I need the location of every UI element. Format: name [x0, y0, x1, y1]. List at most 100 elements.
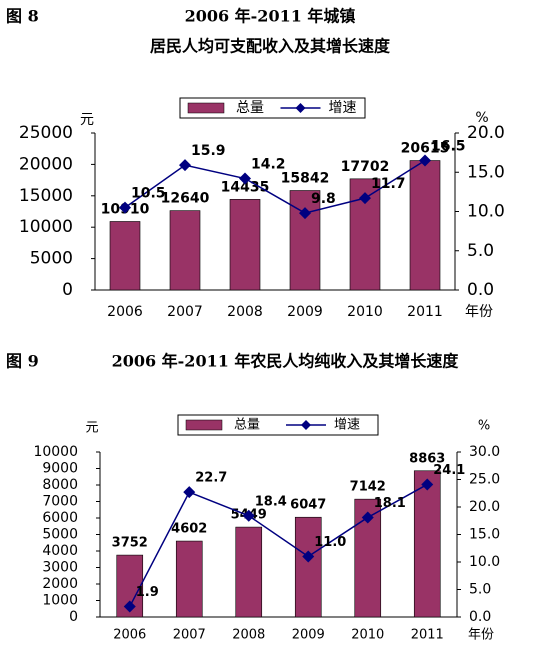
y2-unit: %: [475, 110, 488, 126]
line-value-label: 10.5: [131, 186, 166, 202]
x-tick-label: 2010: [347, 304, 383, 320]
y2-tick-label: 15.0: [467, 162, 505, 182]
y-tick-label: 7000: [42, 494, 78, 510]
line-marker: [302, 550, 315, 563]
line: [124, 159, 426, 214]
y2-tick-label: 25.0: [469, 472, 500, 488]
x-tick-label: 2006: [107, 304, 143, 320]
y2-tick-label: 5.0: [467, 241, 494, 261]
bar-value-label: 7142: [350, 480, 386, 495]
x-axis-label: 年份: [465, 304, 493, 320]
chart-title: 居民人均可支配收入及其增长速度: [150, 37, 391, 56]
y-tick-label: 4000: [42, 543, 78, 559]
line: [129, 483, 428, 607]
line-value-label: 11.7: [371, 176, 406, 192]
legend-marker: [295, 103, 306, 113]
line-marker: [242, 509, 255, 522]
y2-tick-label: 0.0: [469, 609, 491, 625]
y-tick-label: 1000: [42, 593, 78, 609]
y2-tick-label: 0.0: [467, 280, 494, 300]
x-tick-label: 2007: [173, 628, 206, 643]
line-marker: [299, 207, 311, 220]
line-value-label: 11.0: [314, 535, 346, 550]
bar-value-label: 8863: [409, 451, 445, 466]
bar-value-label: 14435: [221, 179, 270, 195]
y-tick-label: 5000: [30, 249, 73, 269]
y-unit: 元: [80, 112, 94, 128]
y2-tick-label: 10.0: [467, 202, 505, 222]
bar: [235, 526, 263, 618]
y-tick-label: 10000: [19, 217, 73, 237]
line-marker: [361, 511, 374, 524]
y2-tick-label: 30.0: [469, 444, 500, 460]
chart-title: 2006 年-2011 年农民人均纯收入及其增长速度: [112, 352, 460, 371]
y-tick-label: 0: [69, 609, 78, 625]
line-marker: [359, 192, 371, 205]
line-marker: [239, 172, 251, 185]
y-tick-label: 5000: [42, 527, 78, 543]
y-tick-label: 15000: [19, 186, 73, 206]
y2-tick-label: 15.0: [469, 527, 500, 543]
x-tick-label: 2011: [407, 304, 443, 320]
x-axis-label: 年份: [468, 628, 494, 643]
y-tick-label: 6000: [42, 510, 78, 526]
y2-tick-label: 20.0: [469, 499, 500, 515]
line-value-label: 24.1: [433, 463, 465, 478]
legend-label: 总量: [236, 100, 264, 116]
legend-swatch: [187, 102, 225, 114]
x-tick-label: 2009: [292, 628, 325, 643]
bar: [294, 516, 322, 618]
line-value-label: 9.8: [311, 191, 336, 207]
legend-marker: [301, 420, 311, 430]
legend-box: [177, 414, 379, 436]
y-tick-label: 10000: [33, 444, 78, 460]
bar: [413, 470, 441, 618]
figure-label: 图 9: [6, 352, 39, 371]
bar: [169, 210, 201, 291]
line-marker: [183, 486, 196, 499]
legend-label: 增速: [334, 418, 360, 433]
bar-value-label: 15842: [281, 171, 330, 187]
line-marker: [119, 201, 131, 214]
y-tick-label: 0: [62, 280, 73, 300]
line-marker: [419, 154, 431, 167]
y-tick-label: 25000: [19, 123, 73, 143]
bar: [175, 540, 203, 618]
x-tick-label: 2008: [227, 304, 263, 320]
line-value-label: 16.5: [431, 138, 466, 154]
legend-swatch: [185, 419, 223, 431]
y-unit: 元: [85, 421, 98, 436]
line-marker: [179, 159, 191, 172]
legend-box: [179, 97, 366, 119]
y-tick-label: 9000: [42, 461, 78, 477]
bar-value-label: 12640: [161, 191, 210, 207]
figure-label: 图 8: [6, 7, 39, 26]
x-tick-label: 2009: [287, 304, 323, 320]
line-marker: [123, 600, 136, 613]
line-marker: [421, 478, 434, 491]
chart-title: 2006 年-2011 年城镇: [185, 7, 356, 26]
bar: [409, 160, 441, 291]
x-tick-label: 2006: [113, 628, 146, 643]
x-tick-label: 2010: [351, 628, 384, 643]
bar-value-label: 20615: [401, 141, 450, 157]
y2-tick-label: 20.0: [467, 123, 505, 143]
line-value-label: 18.4: [255, 494, 287, 509]
y-tick-label: 3000: [42, 560, 78, 576]
line-value-label: 14.2: [251, 157, 286, 173]
line-value-label: 22.7: [195, 471, 227, 486]
y-tick-label: 20000: [19, 154, 73, 174]
x-tick-label: 2011: [411, 628, 444, 643]
bar: [109, 221, 141, 291]
bar-value-label: 3752: [112, 536, 148, 551]
bar: [229, 199, 261, 291]
legend-label: 增速: [329, 100, 357, 116]
y-tick-label: 8000: [42, 477, 78, 493]
bar-value-label: 4602: [171, 522, 207, 537]
y2-tick-label: 10.0: [469, 554, 500, 570]
y-tick-label: 2000: [42, 576, 78, 592]
line-value-label: 1.9: [136, 585, 159, 600]
bar-value-label: 17702: [341, 159, 390, 175]
bar-value-label: 6047: [290, 498, 326, 513]
